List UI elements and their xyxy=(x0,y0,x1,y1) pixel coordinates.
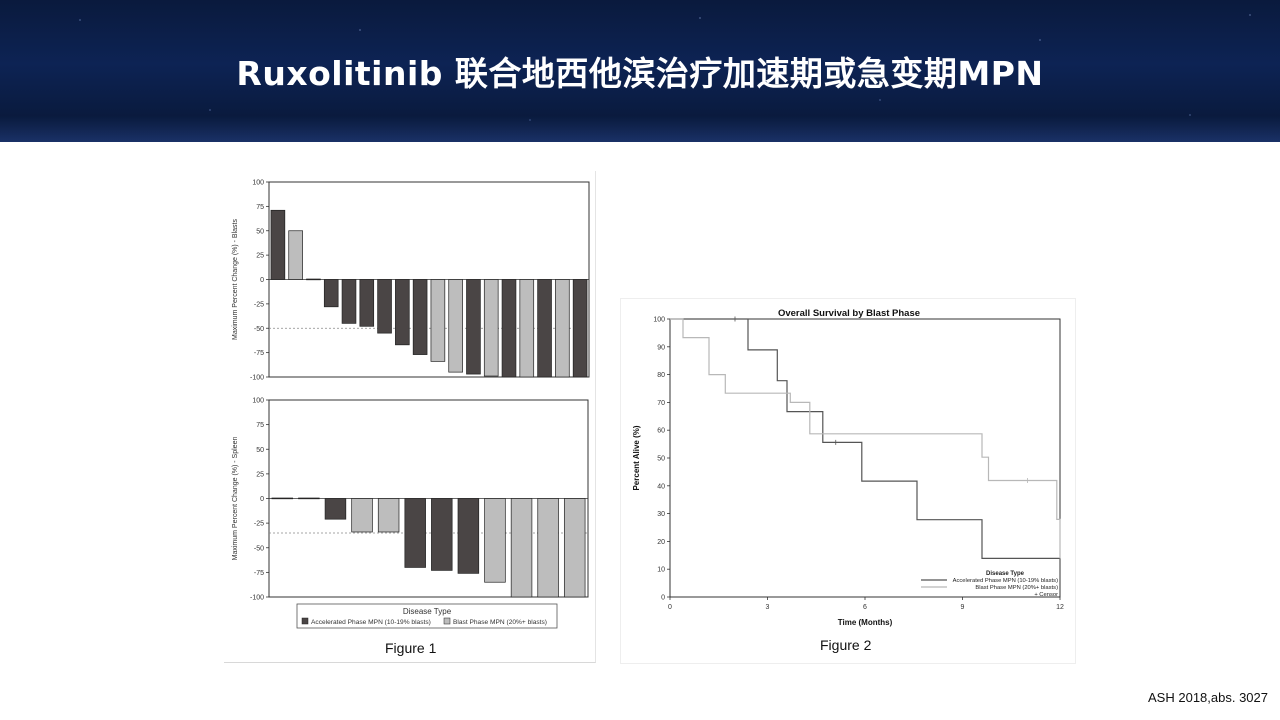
survival-ylabel: Percent Alive (%) xyxy=(632,425,641,490)
blasts-bar xyxy=(555,279,570,378)
blasts-ytick-label: 100 xyxy=(252,180,264,187)
blasts-ytick-label: -100 xyxy=(250,375,264,382)
survival-ytick-label: 100 xyxy=(653,317,665,324)
figure-2-caption: Figure 2 xyxy=(820,637,872,653)
survival-legend-label: Accelerated Phase MPN (10-19% blasts) xyxy=(953,578,1058,584)
survival-ytick-label: 20 xyxy=(657,539,665,546)
spleen-ytick-label: 50 xyxy=(256,447,264,454)
figure-2-panel: Overall Survival by Blast Phase 0 10 20 30 40… xyxy=(620,298,1076,664)
survival-ytick-label: 30 xyxy=(657,511,665,518)
figure-1-waterfall-charts: -100 -75 -50 -25 0 25 50 75 100 Maximum Percent C… xyxy=(232,180,590,629)
figure-1-caption: Figure 1 xyxy=(385,640,437,656)
blasts-bar xyxy=(483,279,499,377)
survival-xlabel: Time (Months) xyxy=(838,618,893,627)
survival-xtick-label: 0 xyxy=(668,604,672,611)
survival-censor-mark xyxy=(732,316,738,322)
blasts-ytick-label: -75 xyxy=(254,350,264,357)
blasts-bar xyxy=(341,279,357,324)
blasts-bar xyxy=(537,279,552,378)
survival-legend-label: Blast Phase MPN (20%+ blasts) xyxy=(975,585,1058,591)
spleen-bar xyxy=(271,497,294,500)
spleen-ytick-label: 0 xyxy=(260,496,264,503)
blasts-bar xyxy=(306,278,321,281)
survival-ytick-label: 40 xyxy=(657,483,665,490)
survival-ytick-label: 50 xyxy=(657,456,665,463)
blasts-bar xyxy=(288,230,303,280)
survival-censor-mark xyxy=(833,439,839,445)
survival-legend-censor: + Censor xyxy=(1034,592,1058,598)
spleen-ytick-label: 100 xyxy=(252,398,264,405)
spleen-ylabel: Maximum Percent Change (%) - Spleen xyxy=(232,437,239,561)
blasts-bar xyxy=(412,279,428,355)
spleen-bar xyxy=(457,498,480,574)
blasts-ytick-label: -25 xyxy=(254,301,264,308)
spleen-bar xyxy=(431,498,453,571)
blasts-bar xyxy=(572,279,588,378)
spleen-bar xyxy=(351,498,373,533)
figure1-legend-swatch-blast xyxy=(443,617,451,625)
blasts-ytick-label: 25 xyxy=(256,253,264,260)
spleen-ytick-label: -75 xyxy=(254,570,264,577)
blasts-bar xyxy=(519,279,535,378)
survival-plot-frame xyxy=(669,318,1061,598)
survival-curve-accelerated xyxy=(670,318,1060,559)
survival-curve-blast xyxy=(670,318,1061,559)
blasts-bar xyxy=(466,279,481,375)
survival-ytick-label: 60 xyxy=(657,428,665,435)
blasts-ytick-label: 50 xyxy=(256,228,264,235)
citation: ASH 2018,abs. 3027 xyxy=(1148,690,1268,705)
blasts-ylabel: Maximum Percent Change (%) - Blasts xyxy=(232,219,239,340)
spleen-bar xyxy=(377,498,400,533)
blasts-bar xyxy=(448,279,463,373)
blasts-bar xyxy=(359,279,375,327)
figure-2-survival-chart: Overall Survival by Blast Phase010203040… xyxy=(632,308,1064,627)
spleen-ytick-label: -50 xyxy=(254,545,264,552)
survival-ytick-label: 0 xyxy=(661,595,665,602)
survival-xtick-label: 3 xyxy=(766,604,770,611)
blasts-bar xyxy=(323,279,339,308)
figure-1-panel: -100 -75 -50 -25 0 25 50 75 100 Maximum Percent C… xyxy=(224,171,596,663)
spleen-bar xyxy=(563,498,586,598)
banner-glow xyxy=(0,116,1280,142)
blasts-ytick-label: 75 xyxy=(256,204,264,211)
blasts-bar xyxy=(270,209,286,280)
blasts-bar xyxy=(430,279,446,362)
blasts-bar xyxy=(395,279,410,346)
figure1-legend-label-accelerated: Accelerated Phase MPN (10-19% blasts) xyxy=(311,619,431,626)
blasts-ytick-label: 0 xyxy=(260,277,264,284)
survival-xtick-label: 9 xyxy=(961,604,965,611)
blasts-ytick-label: -50 xyxy=(254,326,264,333)
slide-title: Ruxolitinib 联合地西他滨治疗加速期或急变期MPN xyxy=(236,54,1044,93)
figure1-legend-swatch-accelerated xyxy=(301,617,309,625)
title-banner: Ruxolitinib 联合地西他滨治疗加速期或急变期MPN xyxy=(0,0,1280,142)
figure1-legend-box xyxy=(296,603,558,629)
spleen-bar xyxy=(298,497,320,500)
figure1-legend-label-blast: Blast Phase MPN (20%+ blasts) xyxy=(453,619,547,626)
survival-ytick-label: 90 xyxy=(657,344,665,351)
spleen-bar xyxy=(324,498,347,520)
spleen-bar xyxy=(537,498,559,598)
survival-xtick-label: 12 xyxy=(1056,604,1064,611)
spleen-bar xyxy=(404,498,426,568)
spleen-bar xyxy=(484,498,506,583)
banner-starfield xyxy=(0,0,1280,142)
survival-legend-title: Disease Type xyxy=(986,571,1025,577)
survival-ytick-label: 80 xyxy=(657,372,665,379)
spleen-ytick-label: -100 xyxy=(250,595,264,602)
survival-ytick-label: 70 xyxy=(657,400,665,407)
blasts-bar xyxy=(501,279,517,378)
spleen-ytick-label: -25 xyxy=(254,521,264,528)
figure1-legend-title: Disease Type xyxy=(403,607,452,616)
survival-xtick-label: 6 xyxy=(863,604,867,611)
survival-chart-title: Overall Survival by Blast Phase xyxy=(778,308,920,319)
blasts-bar xyxy=(377,279,392,334)
spleen-ytick-label: 75 xyxy=(256,422,264,429)
spleen-ytick-label: 25 xyxy=(256,471,264,478)
survival-ytick-label: 10 xyxy=(657,567,665,574)
survival-censor-mark xyxy=(1025,478,1030,484)
spleen-bar xyxy=(510,498,533,598)
